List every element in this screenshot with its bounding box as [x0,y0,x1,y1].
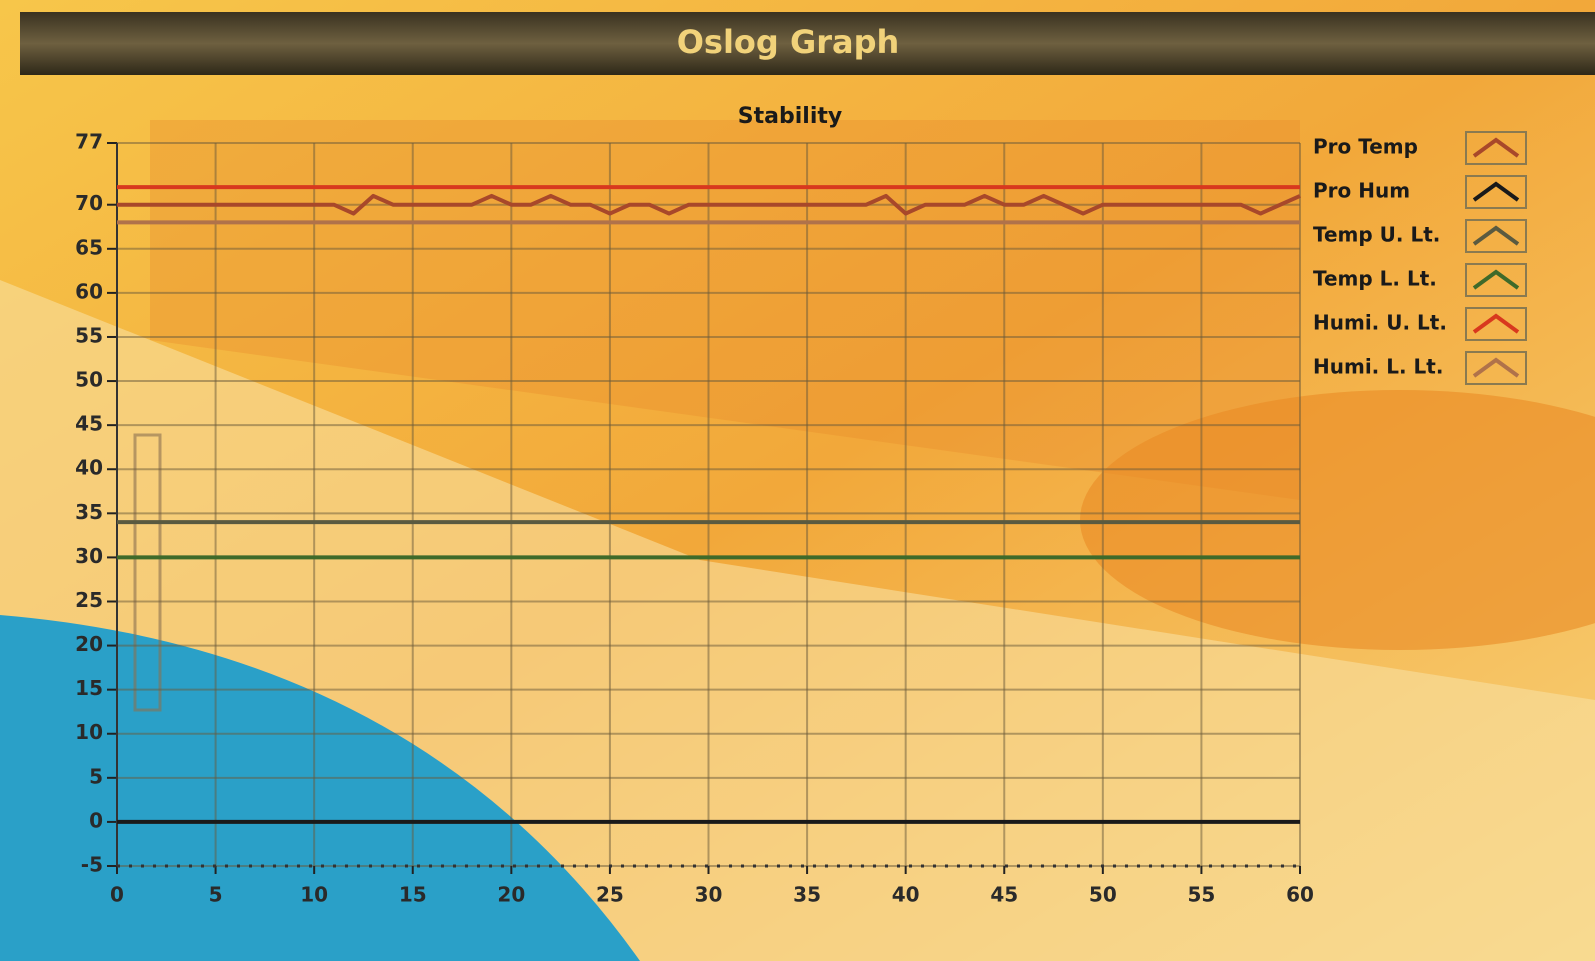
x-tick-label: 10 [300,883,328,907]
y-tick-label: -5 [81,853,103,877]
y-tick-label: 30 [75,544,103,568]
x-tick-label: 25 [596,883,624,907]
x-tick-label: 45 [990,883,1018,907]
y-tick-label: 40 [75,456,103,480]
legend-label: Pro Hum [1313,179,1410,203]
x-tick-label: 60 [1286,883,1314,907]
y-tick-label: 0 [89,808,103,832]
y-tick-label: 45 [75,412,103,436]
x-tick-label: 40 [892,883,920,907]
x-tick-label: 0 [110,883,124,907]
x-tick-label: 35 [793,883,821,907]
y-tick-label: 55 [75,323,103,347]
x-tick-label: 55 [1187,883,1215,907]
y-tick-label: 65 [75,235,103,259]
x-tick-label: 5 [209,883,223,907]
x-tick-label: 30 [695,883,723,907]
x-tick-label: 15 [399,883,427,907]
legend-label: Humi. L. Lt. [1313,355,1443,379]
y-tick-label: 35 [75,500,103,524]
y-tick-label: 77 [75,130,103,154]
page: Oslog Graph Stability -5 0 5 10 15 20 25 30 35 40… [0,0,1595,961]
legend-label: Humi. U. Lt. [1313,311,1447,335]
legend-label: Temp U. Lt. [1313,223,1440,247]
y-tick-label: 10 [75,720,103,744]
x-tick-label: 50 [1089,883,1117,907]
y-tick-label: 20 [75,632,103,656]
legend-label: Pro Temp [1313,135,1418,159]
y-tick-label: 70 [75,191,103,215]
legend-label: Temp L. Lt. [1313,267,1437,291]
y-tick-label: 25 [75,588,103,612]
x-tick-label: 20 [497,883,525,907]
header-title: Oslog Graph [677,23,900,61]
chart-title: Stability [738,104,842,129]
y-tick-label: 15 [75,676,103,700]
y-tick-label: 60 [75,279,103,303]
y-tick-label: 50 [75,368,103,392]
y-tick-label: 5 [89,764,103,788]
screen: Oslog Graph Stability -5 0 5 10 15 20 25 30 35 40… [0,0,1595,961]
